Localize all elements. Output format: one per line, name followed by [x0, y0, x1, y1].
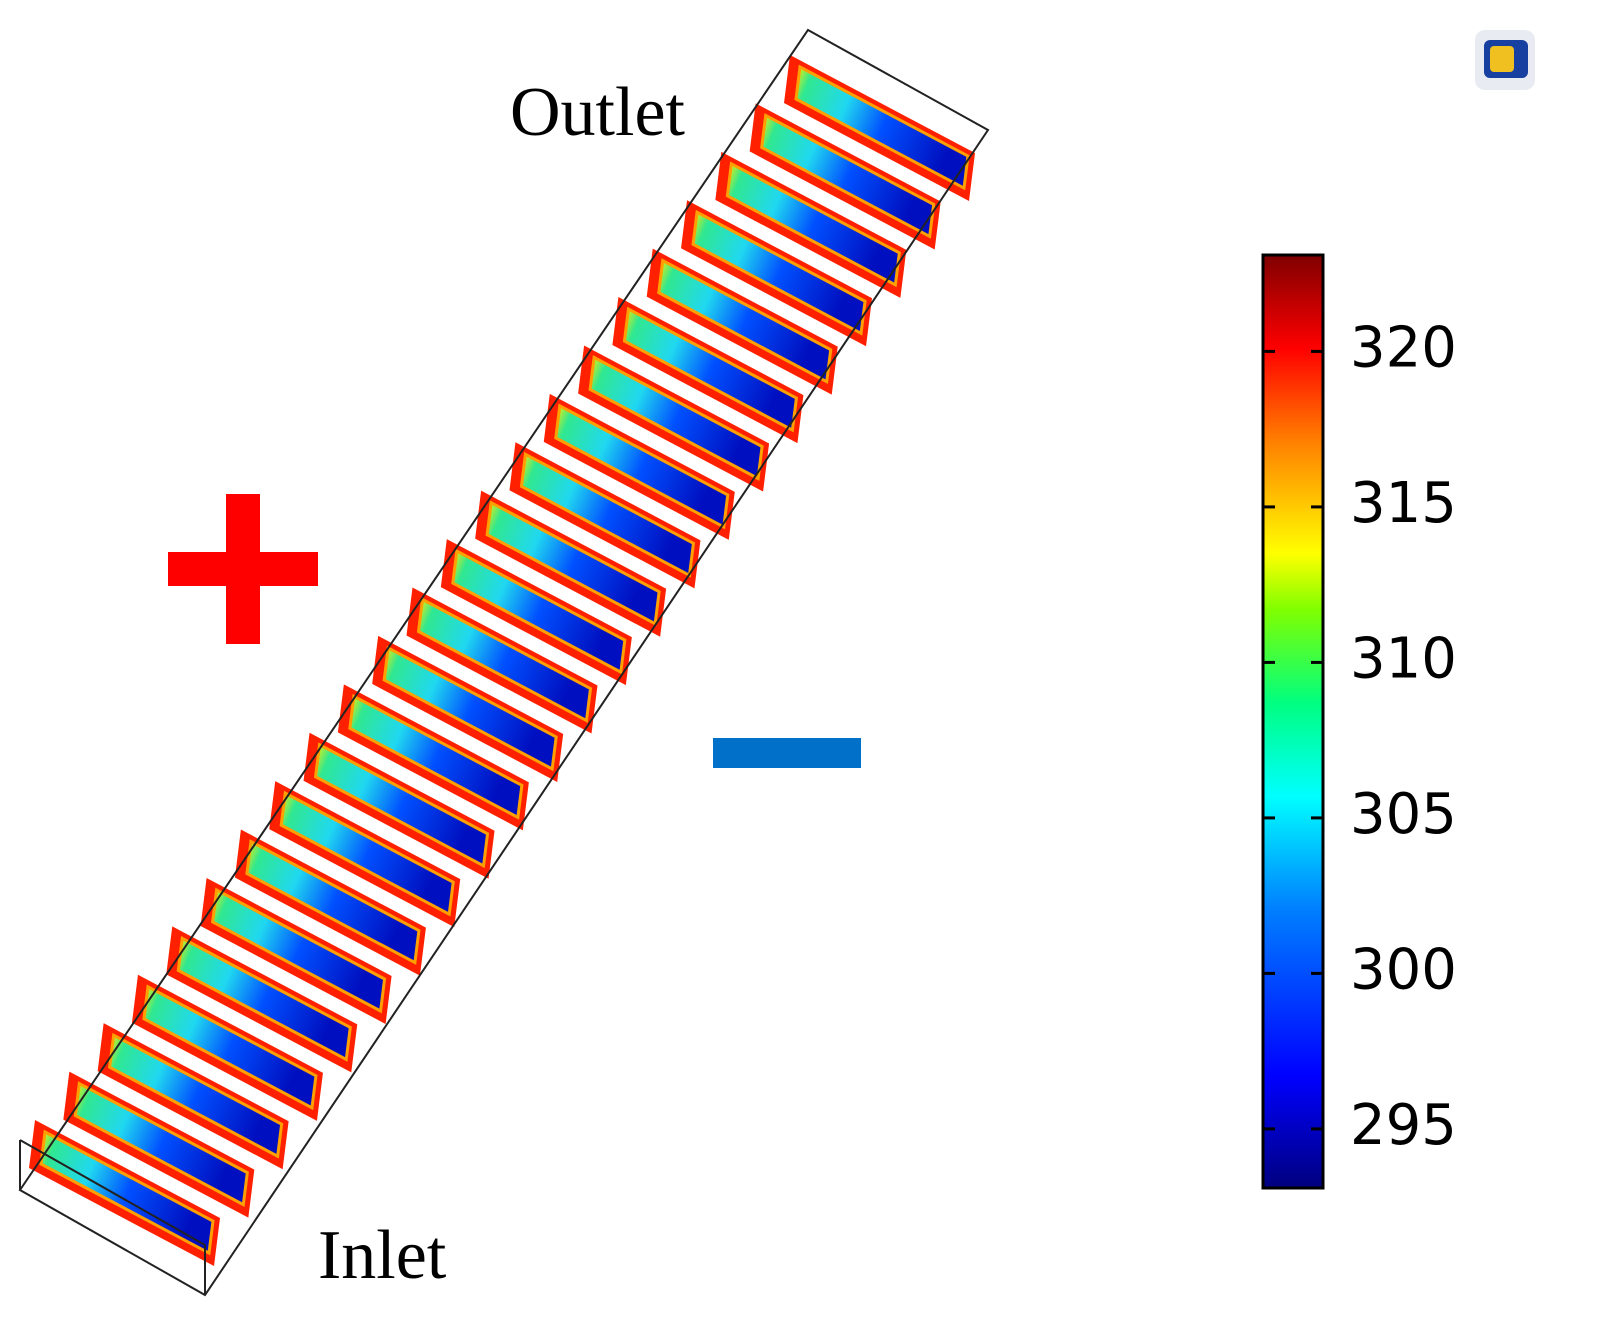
slice [588, 355, 764, 481]
tick-label: 300 [1350, 938, 1457, 1003]
slice [794, 64, 970, 191]
tick-label: 295 [1350, 1093, 1457, 1158]
slice [245, 839, 421, 965]
slice [210, 887, 387, 1014]
outlet-label: Outlet [510, 74, 686, 151]
slice [348, 693, 524, 820]
tick-label: 315 [1350, 471, 1457, 536]
slice [279, 790, 455, 917]
slice [382, 645, 558, 772]
minus-sign [713, 738, 861, 768]
slice [760, 113, 936, 239]
slice [142, 984, 318, 1111]
colorbar [1261, 253, 1325, 1190]
slices [29, 55, 975, 1267]
plus-sign [168, 494, 318, 644]
slice [416, 597, 593, 723]
logo-icon [1475, 30, 1535, 90]
slice [657, 258, 833, 385]
slice [176, 936, 352, 1062]
tick-label: 310 [1350, 627, 1457, 692]
tick-label: 305 [1350, 782, 1457, 847]
slice [725, 161, 901, 288]
slice [691, 209, 867, 336]
box-edge [19, 1139, 206, 1246]
colorbar-ticks: 295 300 305 310 315 320 [1263, 316, 1457, 1158]
slice [451, 548, 627, 675]
slice [622, 306, 799, 433]
inlet-label: Inlet [318, 1217, 447, 1294]
tick-label: 320 [1350, 316, 1457, 381]
slice [313, 742, 490, 869]
slice [554, 403, 730, 530]
